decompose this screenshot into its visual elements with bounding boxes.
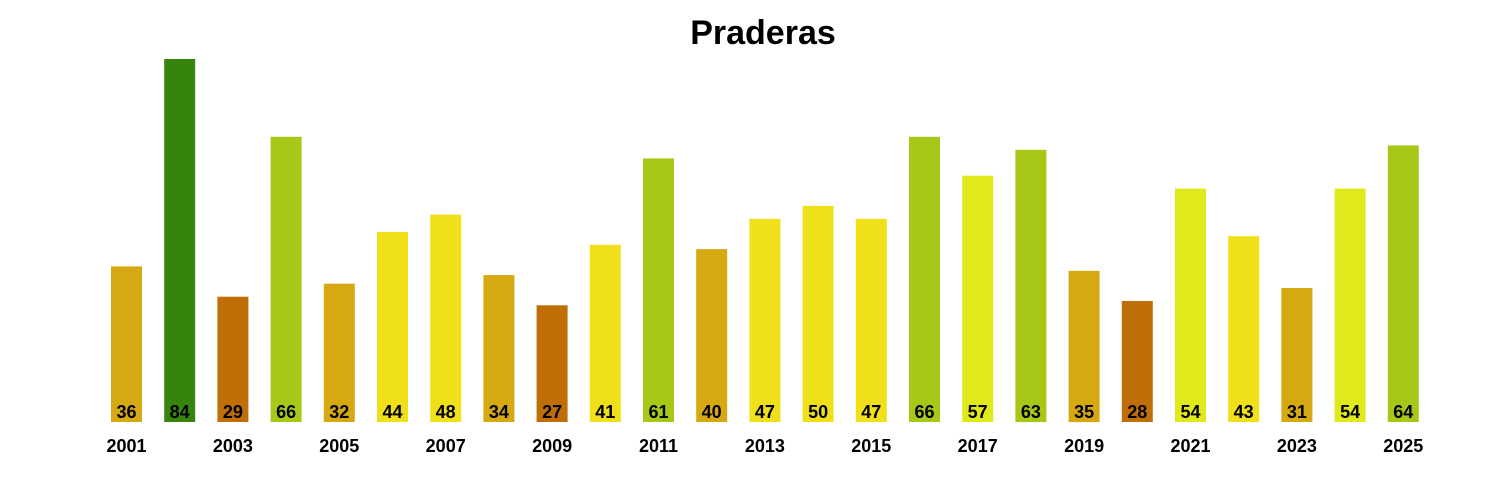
x-tick-label-2007: 2007 <box>426 436 466 456</box>
bars-group <box>111 59 1419 423</box>
value-label-2008: 34 <box>489 402 509 422</box>
x-tick-label-2023: 2023 <box>1277 436 1317 456</box>
x-tick-label-2019: 2019 <box>1064 436 1104 456</box>
bar-2007 <box>430 214 462 422</box>
bar-2023 <box>1281 288 1313 422</box>
value-label-2012: 40 <box>702 402 722 422</box>
value-label-2019: 35 <box>1074 402 1094 422</box>
value-label-2009: 27 <box>542 402 562 422</box>
bar-2014 <box>802 205 834 422</box>
x-axis-tick-labels: 2001 2003 2005 2007 2009 2011 2013 2015 2017 2019… <box>106 436 1423 456</box>
bar-2012 <box>696 249 728 422</box>
x-tick-label-2001: 2001 <box>106 436 146 456</box>
value-label-2005: 32 <box>329 402 349 422</box>
bar-2008 <box>483 275 515 422</box>
value-label-2025: 64 <box>1393 402 1413 422</box>
value-label-2007: 48 <box>436 402 456 422</box>
bar-2006 <box>377 231 408 422</box>
value-label-2020: 28 <box>1127 402 1147 422</box>
value-label-2010: 41 <box>595 402 615 422</box>
x-tick-label-2005: 2005 <box>319 436 359 456</box>
bar-2004 <box>270 136 302 423</box>
bar-2005 <box>323 283 355 422</box>
bar-2013 <box>749 218 781 422</box>
chart-title: Praderas <box>690 14 836 52</box>
value-labels-group: 36 84 29 66 32 44 48 34 27 41 61 40 47 50 47 66 57 63 35 28… <box>116 402 1413 422</box>
value-label-2006: 44 <box>382 402 402 422</box>
bar-2009 <box>536 305 568 422</box>
bar-2019 <box>1068 270 1100 423</box>
value-label-2015: 47 <box>861 402 881 422</box>
value-label-2022: 43 <box>1234 402 1254 422</box>
bar-2002 <box>164 59 196 422</box>
value-label-2018: 63 <box>1021 402 1041 422</box>
bar-2001 <box>111 266 142 422</box>
bar-2024 <box>1334 188 1366 422</box>
bar-2025 <box>1387 145 1419 422</box>
x-tick-label-2009: 2009 <box>532 436 572 456</box>
value-label-2004: 66 <box>276 402 296 422</box>
value-label-2013: 47 <box>755 402 775 422</box>
bar-2003 <box>217 296 249 422</box>
bar-2020 <box>1121 301 1153 422</box>
value-label-2014: 50 <box>808 402 828 422</box>
bar-2018 <box>1015 149 1047 423</box>
bar-2010 <box>589 244 621 422</box>
x-tick-label-2025: 2025 <box>1383 436 1423 456</box>
x-tick-label-2015: 2015 <box>851 436 891 456</box>
value-label-2024: 54 <box>1340 402 1360 422</box>
x-tick-label-2011: 2011 <box>639 436 678 456</box>
bar-2011 <box>643 158 674 422</box>
value-label-2021: 54 <box>1180 402 1200 422</box>
x-tick-label-2017: 2017 <box>958 436 998 456</box>
value-label-2003: 29 <box>223 402 243 422</box>
x-tick-label-2003: 2003 <box>213 436 253 456</box>
value-label-2016: 66 <box>914 402 934 422</box>
x-tick-label-2021: 2021 <box>1170 436 1210 456</box>
value-label-2001: 36 <box>116 402 136 422</box>
value-label-2017: 57 <box>968 402 988 422</box>
bar-2021 <box>1175 188 1206 422</box>
bar-2015 <box>855 218 887 422</box>
value-label-2002: 84 <box>170 402 190 422</box>
x-tick-label-2013: 2013 <box>745 436 785 456</box>
bar-2016 <box>909 136 940 423</box>
value-label-2023: 31 <box>1287 402 1307 422</box>
value-label-2011: 61 <box>648 402 668 422</box>
bar-2022 <box>1228 236 1260 422</box>
bar-2017 <box>962 175 994 422</box>
